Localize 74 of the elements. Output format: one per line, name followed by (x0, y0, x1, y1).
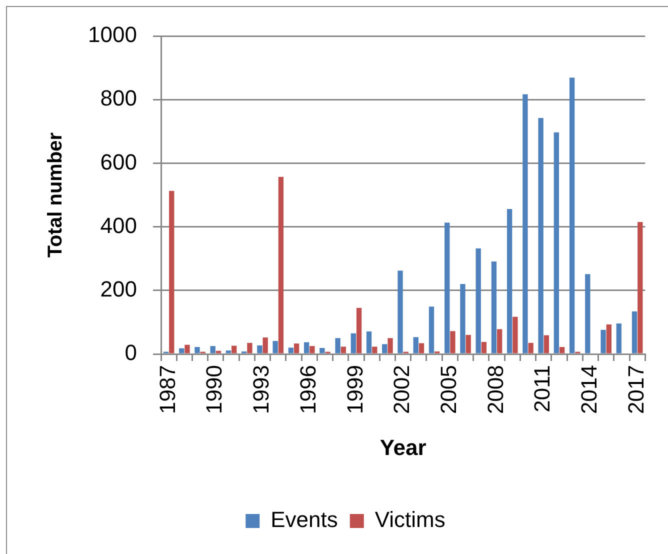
bar (262, 337, 268, 354)
bar (372, 346, 378, 354)
bar (522, 94, 528, 354)
bar (294, 344, 300, 354)
bar (554, 132, 560, 354)
bar (184, 344, 190, 354)
bar (585, 274, 590, 354)
x-axis-title: Year (380, 434, 427, 460)
bar (210, 346, 216, 354)
x-tick-label: 2014 (576, 365, 602, 414)
bar (569, 78, 575, 354)
bar (320, 348, 325, 354)
bar (450, 331, 456, 354)
bar (491, 261, 497, 354)
x-tick-label: 2002 (389, 365, 414, 414)
bar (366, 331, 372, 354)
bar (466, 334, 471, 354)
bar (616, 323, 622, 354)
x-tick-label: 2011 (530, 365, 555, 412)
x-tick-label: 2005 (436, 365, 461, 414)
bar (476, 248, 481, 354)
bar (388, 338, 393, 354)
bar (460, 284, 466, 354)
y-tick-label: 0 (124, 340, 137, 366)
bar (444, 222, 450, 354)
legend-label: Events (270, 507, 338, 532)
bar (496, 329, 502, 354)
x-tick-label: 2008 (482, 365, 508, 414)
bar (559, 347, 565, 354)
bar (288, 348, 294, 354)
bar (257, 345, 262, 354)
bar (544, 335, 550, 354)
bar (512, 316, 518, 354)
x-tick-label: 1987 (154, 365, 180, 414)
bar (179, 348, 184, 354)
x-tick-label: 1999 (342, 365, 368, 414)
bar (413, 337, 418, 354)
bar (304, 342, 310, 354)
y-tick-label: 200 (100, 276, 137, 302)
bar (310, 346, 315, 354)
x-tick-label: 2017 (623, 365, 648, 414)
bar (216, 350, 222, 354)
bar (356, 308, 362, 354)
y-tick-label: 800 (100, 86, 137, 111)
bar (398, 270, 403, 354)
bar (278, 176, 284, 354)
bar (632, 311, 638, 354)
bar (340, 346, 346, 354)
bar (481, 342, 487, 354)
y-tick-label: 600 (100, 149, 137, 174)
bar (428, 306, 434, 354)
bar (272, 340, 278, 354)
bar (169, 190, 174, 354)
legend-label: Victims (374, 507, 446, 532)
bar (194, 347, 200, 354)
x-tick-label: 1990 (202, 365, 227, 414)
bar (350, 333, 356, 354)
bar (232, 346, 237, 354)
bar (382, 344, 388, 354)
bar (600, 330, 606, 354)
x-tick-label: 1996 (295, 365, 320, 414)
bar (506, 208, 512, 354)
bar (538, 118, 544, 354)
y-tick-label: 400 (100, 212, 137, 238)
bar (418, 343, 424, 354)
bar (335, 338, 340, 354)
bar (528, 342, 534, 354)
x-tick-label: 1993 (248, 365, 274, 414)
bar (606, 324, 612, 354)
bar (226, 350, 232, 354)
bar (638, 222, 643, 354)
y-tick-label: 1000 (88, 22, 137, 48)
bar (247, 342, 252, 354)
y-axis-title: Total number (44, 132, 67, 258)
